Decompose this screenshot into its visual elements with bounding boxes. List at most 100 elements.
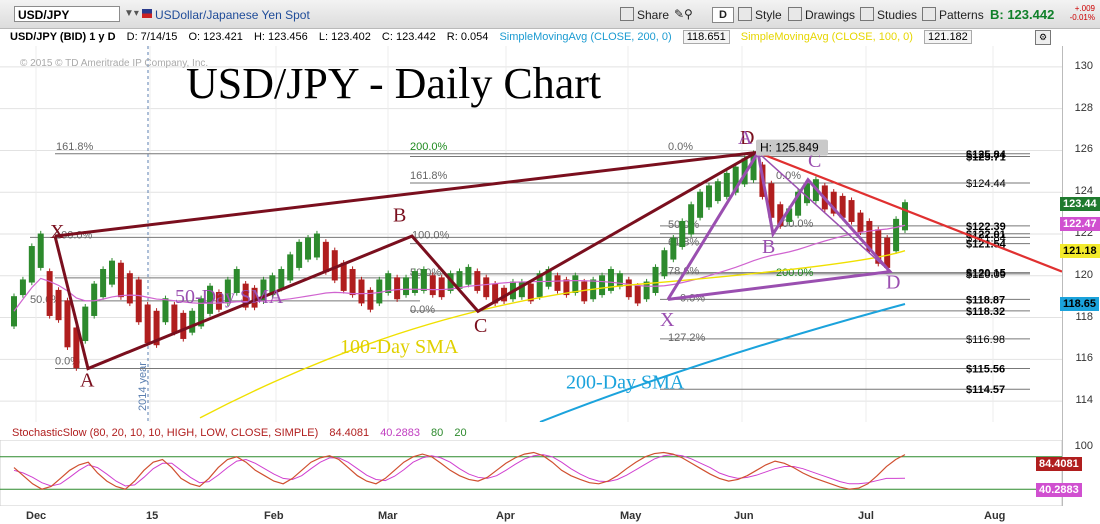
- candle-body: [581, 281, 588, 302]
- candle-body: [554, 275, 561, 291]
- candle-body: [207, 285, 214, 314]
- pattern-2-point-label: A: [738, 127, 753, 149]
- candle-body: [287, 254, 294, 281]
- price-chart[interactable]: 2014 year © 2015 © TD Ameritrade IP Compa…: [0, 46, 1062, 422]
- candle-body: [394, 277, 401, 300]
- style-button[interactable]: Style: [738, 7, 782, 22]
- candle-body: [349, 269, 356, 296]
- candle-body: [572, 275, 579, 293]
- current-price-box: 123.44: [1060, 196, 1100, 211]
- candle-body: [625, 279, 632, 298]
- candle-body: [100, 269, 107, 298]
- price-change: +.009 -0.01%: [1065, 4, 1095, 22]
- symbol-dropdown-icon[interactable]: ▼▾: [124, 8, 139, 19]
- candle-body: [607, 269, 614, 291]
- symbol-input[interactable]: USD/JPY: [14, 6, 120, 22]
- price-level-label: $122.39: [966, 221, 1006, 233]
- x-tick-label: May: [620, 510, 642, 522]
- pattern-1-point-label: A: [80, 369, 95, 391]
- candle-body: [135, 279, 142, 323]
- stoch-d-value: 40.2883: [380, 427, 420, 439]
- info-open: O: 123.421: [188, 31, 243, 43]
- patterns-icon: [922, 7, 936, 21]
- studies-button[interactable]: Studies: [860, 7, 917, 22]
- candle-body: [117, 262, 124, 298]
- info-date: D: 7/14/15: [126, 31, 178, 43]
- sma100-label[interactable]: SimpleMovingAvg (CLOSE, 100, 0): [740, 31, 913, 43]
- price-level-label: $120.09: [966, 269, 1006, 281]
- y-tick-label: 124: [1074, 185, 1093, 198]
- fib-percent-label: 127.2%: [668, 332, 706, 344]
- candle-body: [126, 273, 133, 304]
- candle-body: [884, 237, 891, 268]
- y-tick-label: 126: [1074, 143, 1093, 156]
- style-label: Style: [755, 8, 782, 22]
- price-level-label: $120.15: [966, 268, 1006, 280]
- candle-body: [661, 250, 668, 277]
- studies-label: Studies: [877, 8, 918, 22]
- x-tick-label: Feb: [264, 510, 284, 522]
- share-button[interactable]: Share: [620, 7, 669, 22]
- info-low: L: 123.402: [318, 31, 371, 43]
- candle-body: [82, 306, 89, 342]
- stochastic-chart[interactable]: [0, 440, 1062, 506]
- pattern-2-point-label: X: [660, 309, 675, 331]
- info-high: H: 123.456: [253, 31, 308, 43]
- sma200-price-box: 118.65: [1060, 296, 1100, 311]
- x-tick-label: Jul: [858, 510, 874, 522]
- candle-body: [456, 271, 463, 289]
- studies-icon: [860, 7, 874, 21]
- price-level-label: $125.84: [966, 149, 1007, 161]
- candle-body: [340, 262, 347, 291]
- drawings-button[interactable]: Drawings: [788, 7, 855, 22]
- patterns-button[interactable]: Patterns: [922, 7, 984, 22]
- bid-price: B: 123.442: [990, 7, 1055, 22]
- candle-body: [536, 273, 543, 298]
- sma100-value: 121.182: [924, 30, 972, 44]
- year-marker-label: 2014 year: [137, 362, 149, 411]
- aggregation-button[interactable]: D: [712, 7, 734, 23]
- candle-body: [688, 204, 695, 235]
- stoch-label[interactable]: StochasticSlow (80, 20, 10, 10, HIGH, LO…: [12, 427, 319, 439]
- time-axis[interactable]: Dec 15 Feb Mar Apr May Jun Jul Aug: [0, 508, 1100, 524]
- candle-body: [777, 204, 784, 227]
- sma200-annotation: 200-Day SMA: [566, 372, 685, 394]
- pattern-2-point-label: C: [808, 150, 821, 172]
- candle-body: [830, 191, 837, 214]
- sma100-line: [199, 250, 906, 419]
- candle-body: [839, 195, 846, 218]
- candle-body: [215, 291, 222, 310]
- price-level-label: $116.98: [966, 334, 1005, 346]
- sma200-label[interactable]: SimpleMovingAvg (CLOSE, 200, 0): [499, 31, 672, 43]
- x-tick-label: Aug: [984, 510, 1006, 522]
- settings-icon[interactable]: ⚙: [1035, 30, 1051, 45]
- price-level-label: $121.54: [966, 239, 1007, 251]
- fib-percent-label: 0.0%: [668, 141, 693, 153]
- price-axis[interactable]: 114 116 118 120 122 124 126 128 130 100: [1062, 46, 1100, 506]
- candle-body: [358, 279, 365, 304]
- candle-body: [144, 304, 151, 344]
- x-tick-label: Apr: [496, 510, 515, 522]
- symbol-description: USDollar/Japanese Yen Spot: [155, 8, 310, 22]
- pattern-1-point-label: D: [740, 127, 754, 149]
- sma100-price-box: 121.18: [1060, 244, 1100, 259]
- stoch-k-line: [13, 451, 906, 490]
- candle-body: [403, 277, 410, 296]
- change-abs: +.009: [1074, 4, 1095, 13]
- fib-percent-label: 161.8%: [56, 141, 94, 153]
- candle-body: [679, 220, 686, 248]
- stoch-d-box: 40.2883: [1036, 483, 1082, 497]
- toolbar: USD/JPY ▼▾ USDollar/Japanese Yen Spot Sh…: [0, 0, 1100, 29]
- fib-percent-label: 0.0%: [410, 304, 435, 316]
- candle-body: [305, 237, 312, 260]
- fib-percent-label: 0.0%: [776, 170, 801, 182]
- copyright-text: © 2015 © TD Ameritrade IP Company, Inc.: [20, 58, 208, 69]
- x-tick-label: 15: [146, 510, 159, 522]
- fib-percent-label: 50.0%: [30, 294, 61, 306]
- candle-body: [732, 166, 739, 193]
- fib-percent-label: 100.0%: [412, 229, 450, 241]
- candle-body: [376, 279, 383, 304]
- y-tick-label: 116: [1075, 352, 1093, 365]
- tools-icon[interactable]: ✎⚲: [674, 7, 693, 21]
- candle-body: [233, 269, 240, 293]
